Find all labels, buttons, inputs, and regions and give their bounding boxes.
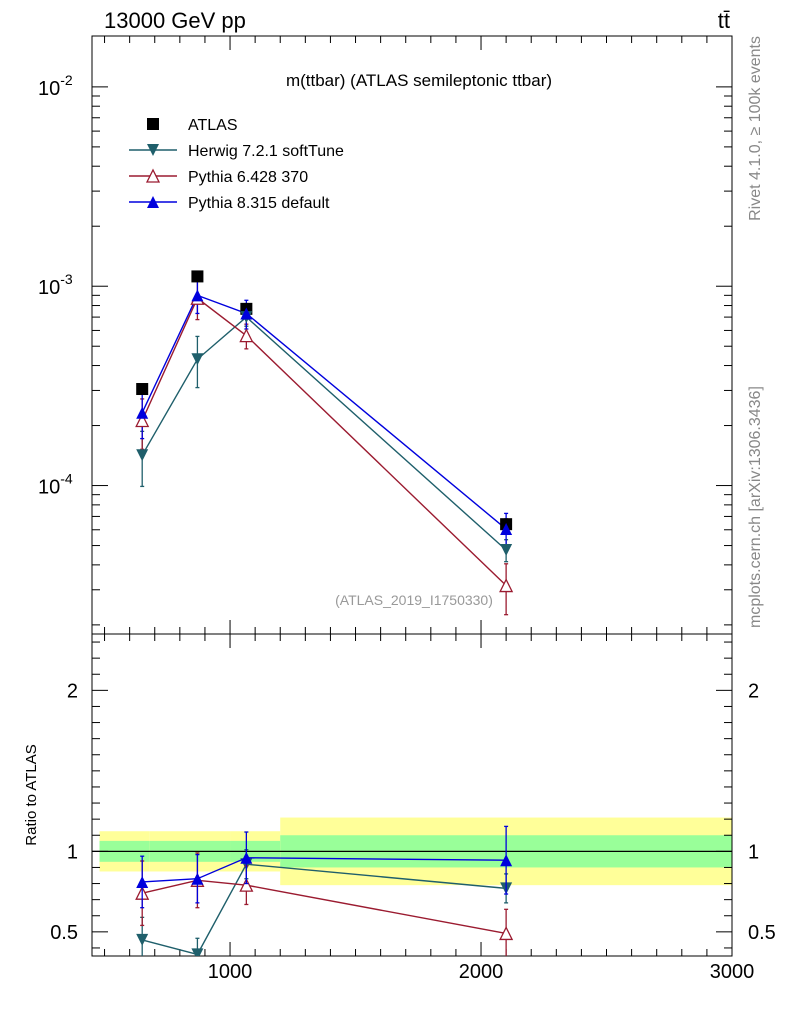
data-point-marker [147,144,159,156]
rivet-label: Rivet 4.1.0, ≥ 100k events [747,36,764,221]
legend-item: ATLAS [147,117,238,134]
series-line [141,294,507,530]
ratio-panel: 0.5 0.5 1 1 2 2 1000 2000 3000 Ratio to ATLAS [23,633,776,983]
ratio-series-line [142,863,507,956]
series-markers [136,289,513,536]
data-point-marker [136,449,149,462]
ratio-y-tick-label-right: 1 [748,841,759,863]
ratio-y-tick-label-right: 0.5 [748,922,776,944]
data-point-marker [239,877,254,892]
series-atlas [140,273,509,531]
data-point-marker [145,168,161,183]
data-point-marker [147,196,159,208]
data-point-marker [499,926,514,941]
legend-label: Pythia 8.315 default [188,195,330,212]
ratio-y-tick-label-left: 1 [67,841,78,863]
data-point-marker [191,270,204,283]
series-line [141,297,507,587]
legend-label: Herwig 7.2.1 softTune [188,143,344,160]
data-point-marker [147,118,159,130]
series-markers [136,311,513,556]
data-point-marker [500,523,513,536]
data-point-marker [191,872,204,885]
main-panel: m(ttbar) (ATLAS semileptonic ttbar) (ATL… [38,35,733,635]
data-point-marker [136,933,149,946]
ratio-series-pythia-8-315-default [136,825,513,909]
data-point-marker [240,307,253,320]
y-tick-label: 10-3 [38,271,73,299]
data-point-marker [500,854,513,867]
series-line [141,316,507,551]
data-point-marker [136,383,149,396]
chart-title: m(ttbar) (ATLAS semileptonic ttbar) [286,71,552,90]
x-tick-label: 3000 [710,961,755,983]
x-tick-label: 1000 [208,961,253,983]
mcplots-label: mcplots.cern.ch [arXiv:1306.3436] [747,386,764,628]
legend-item: Pythia 6.428 370 [129,168,308,186]
process-label: tt̄ [718,8,730,33]
series-herwig-7-2-1-softtune [140,308,509,563]
ratio-y-tick-label-left: 2 [67,680,78,702]
ratio-frame [91,633,733,957]
y-tick-label: 10-2 [38,72,73,100]
data-point-marker [136,875,149,888]
data-point-marker [240,851,253,864]
series-markers [135,290,514,593]
data-point-marker [191,289,204,302]
ratio-ylabel: Ratio to ATLAS [23,744,40,845]
energy-label: 13000 GeV pp [104,8,246,33]
legend-label: Pythia 6.428 370 [188,169,308,186]
ratio-series-line [142,879,507,935]
data-point-marker [191,948,204,956]
legend-item: Herwig 7.2.1 softTune [129,143,344,160]
legend-label: ATLAS [188,117,238,134]
data-point-marker [191,353,204,366]
y-tick-label: 10-4 [38,471,73,499]
legend-item: Pythia 8.315 default [129,195,330,212]
data-point-marker [499,578,514,593]
data-point-marker [135,413,150,428]
analysis-watermark: (ATLAS_2019_I1750330) [335,592,493,608]
ratio-y-tick-label-left: 0.5 [50,922,78,944]
series-pythia-6-428-370 [140,280,509,616]
data-point-marker [500,543,513,556]
ratio-series-line [142,857,507,883]
data-point-marker [239,328,254,343]
series-pythia-8-315-default [140,279,509,549]
x-tick-label: 2000 [459,961,504,983]
legend: ATLAS Herwig 7.2.1 softTune Pythia 6.428 3… [129,117,344,212]
data-point-marker [136,406,149,419]
ratio-y-tick-label-right: 2 [748,680,759,702]
